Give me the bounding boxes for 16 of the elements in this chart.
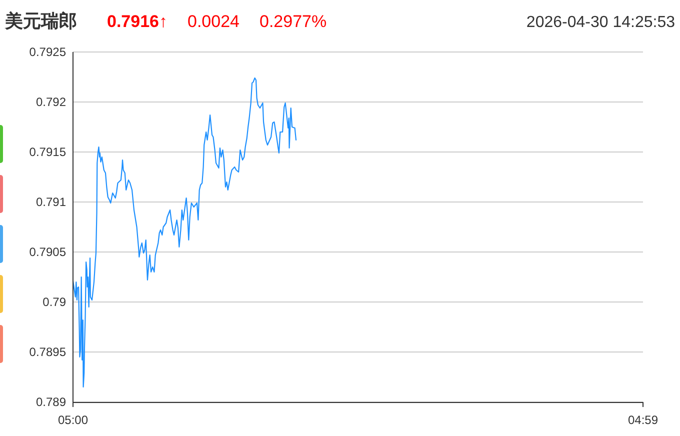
y-tick-label: 0.79 [42, 295, 66, 309]
y-tick-label: 0.7915 [29, 145, 66, 159]
y-tick-label: 0.792 [36, 95, 66, 109]
text: 0.7916↑ [107, 12, 168, 31]
chart-title: 美元瑞郎 [4, 11, 77, 31]
y-tick-label: 0.7925 [29, 45, 66, 59]
y-tick-label: 0.7905 [29, 245, 66, 259]
text: 0.0024 [188, 12, 240, 31]
text: 2026-04-30 14:25:53 [526, 14, 676, 31]
y-tick-label: 0.7895 [29, 345, 66, 359]
line-series [72, 77, 297, 388]
x-tick-label: 05:00 [58, 413, 88, 427]
text: 0.2977% [260, 12, 327, 31]
y-tick-label: 0.791 [36, 195, 66, 209]
y-tick-label: 0.789 [36, 395, 66, 409]
x-tick-label: 04:59 [628, 413, 658, 427]
